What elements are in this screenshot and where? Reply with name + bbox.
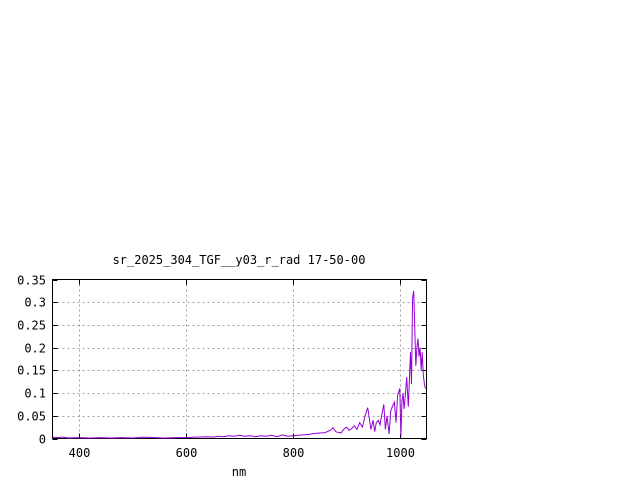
series-line	[52, 290, 426, 439]
x-tick-label: 1000	[386, 446, 415, 460]
y-tick-label: 0.35	[17, 274, 46, 288]
axis-ticks: 0 0.05 0.1 0.15 0.2 0.25 0.3 0.35 400 600 800 1000	[17, 274, 427, 460]
series-group	[52, 290, 426, 439]
y-tick-label: 0.2	[24, 342, 46, 356]
chart-title: sr_2025_304_TGF__y03_r_rad 17-50-00	[113, 253, 366, 267]
y-tick-label: 0.25	[17, 319, 46, 333]
x-axis-label: nm	[232, 465, 246, 479]
y-tick-label: 0.3	[24, 296, 46, 310]
x-tick-label: 800	[283, 446, 305, 460]
grid	[52, 279, 427, 439]
y-tick-label: 0	[39, 433, 46, 447]
plot-frame	[52, 279, 427, 439]
x-tick-label: 400	[69, 446, 91, 460]
y-tick-label: 0.05	[17, 410, 46, 424]
y-tick-label: 0.1	[24, 387, 46, 401]
y-tick-label: 0.15	[17, 364, 46, 378]
x-tick-label: 600	[176, 446, 198, 460]
